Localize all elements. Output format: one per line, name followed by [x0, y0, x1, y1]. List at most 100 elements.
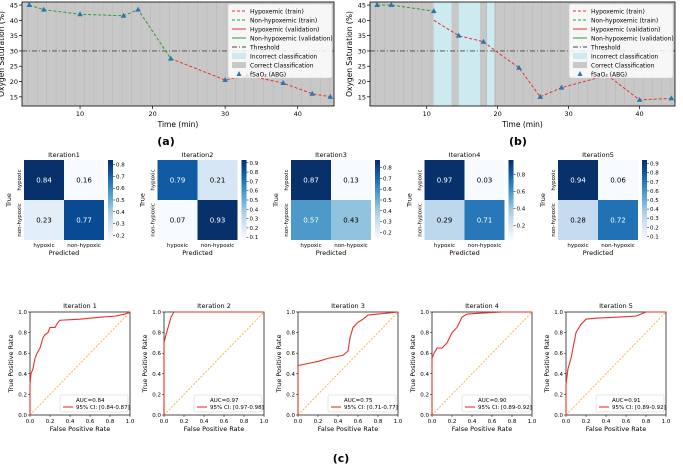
roc-xlabel: False Positive Rate	[184, 425, 244, 433]
y-tick-label: 1.0	[554, 310, 563, 316]
cm-row-label: hypoxic	[284, 169, 290, 190]
colorbar-segment	[508, 196, 514, 199]
colorbar-segment	[375, 216, 380, 219]
colorbar-segment	[108, 230, 113, 233]
colorbar-tick-label: 0.3	[383, 220, 392, 226]
colorbar-tick-label: 0.1	[250, 235, 259, 241]
colorbar-segment	[375, 210, 380, 213]
legend-swatch	[577, 71, 583, 76]
roc-ci-label: 95% CI: [0.89-0.92]	[478, 405, 532, 411]
x-tick-label: 0.8	[374, 419, 383, 425]
colorbar-segment	[508, 234, 514, 237]
colorbar-segment	[241, 230, 247, 233]
confusion-matrix-2: Iteration2 0.79 0.21 0.07 0.93 hypoxic non-hyp…	[139, 151, 259, 257]
colorbar-segment	[375, 208, 380, 211]
cm-cell-value: 0.13	[343, 177, 359, 185]
colorbar-segment	[642, 168, 647, 171]
colorbar-segment	[642, 210, 647, 213]
colorbar-segment	[241, 210, 247, 213]
colorbar-segment	[241, 216, 247, 219]
y-tick-label: 15	[358, 93, 366, 101]
colorbar-segment	[108, 236, 113, 239]
colorbar-tick-label: 0.2	[250, 226, 259, 232]
roc-diagonal	[29, 311, 131, 416]
cm-row-label: non-hypoxic	[418, 203, 424, 237]
colorbar-segment	[108, 180, 113, 183]
colorbar-tick-label: 0.8	[517, 172, 526, 178]
colorbar-segment	[108, 194, 113, 197]
colorbar-segment	[642, 160, 647, 163]
cm-cell-value: 0.57	[303, 217, 319, 225]
roc-ci-label: 95% CI: [0.89-0.92]	[612, 405, 666, 411]
y-tick-label: 0.8	[554, 331, 563, 337]
roc-ci-label: 95% CI: [0.84-0.87]	[76, 405, 130, 411]
colorbar-segment	[108, 210, 113, 213]
legend-label: fSaO₂ (ABG)	[250, 71, 286, 78]
colorbar-tick-label: 0.2	[517, 224, 526, 230]
cm-row-label: hypoxic	[418, 169, 424, 190]
colorbar-segment	[108, 178, 113, 181]
colorbar-segment	[241, 208, 247, 211]
legend-label: Hypoxemic (validation)	[591, 26, 660, 33]
y-tick-label: 0.2	[420, 392, 429, 398]
colorbar-segment	[375, 170, 380, 173]
timeseries-panel-a: 15 20 25 30 35 40 45 10 20 30 40 Time (min) Oxygen S…	[0, 2, 335, 129]
colorbar-segment	[375, 174, 380, 177]
colorbar-segment	[642, 216, 647, 219]
y-tick-label: 20	[10, 78, 18, 86]
y-tick-label: 1.0	[152, 310, 161, 316]
y-tick-label: 20	[358, 78, 366, 86]
colorbar-segment	[508, 218, 514, 221]
legend-label: Incorrect classification	[591, 53, 658, 60]
roc-chart-5: Iteration 5 0.00.0 0.2 0.2 0.4 0.4 0.6 0.6 0.8 0.…	[543, 302, 671, 433]
series-non_train	[29, 4, 172, 59]
colorbar-tick-label: 0.5	[116, 198, 125, 204]
colorbar-segment	[241, 188, 247, 191]
cm-col-label: non-hypoxic	[334, 243, 368, 249]
colorbar-segment	[508, 186, 514, 189]
roc-chart-1: Iteration 1 0.00.0 0.2 0.2 0.4 0.4 0.6 0.6 0.8 0.…	[7, 302, 135, 433]
colorbar-segment	[241, 174, 247, 177]
colorbar-segment	[642, 164, 647, 167]
panel-label-c: (c)	[333, 452, 350, 464]
colorbar-segment	[642, 224, 647, 227]
colorbar-segment	[508, 168, 514, 171]
colorbar-segment	[375, 228, 380, 231]
colorbar-tick-label: 0.4	[116, 210, 125, 216]
legend-swatch	[236, 71, 242, 76]
x-tick-label: 30	[221, 110, 229, 118]
roc-legend-box	[59, 394, 129, 413]
x-tick-label: 0.2	[46, 419, 55, 425]
colorbar-segment	[508, 212, 514, 215]
x-tick-label: 0.4	[334, 419, 343, 425]
colorbar-segment	[241, 234, 247, 237]
colorbar-segment	[508, 236, 514, 239]
colorbar-segment	[508, 206, 514, 209]
y-tick-label: 1.0	[420, 310, 429, 316]
y-axis-label: Oxygen Saturation (%)	[0, 11, 6, 97]
colorbar-segment	[642, 220, 647, 223]
colorbar-tick-label: 0.6	[116, 186, 125, 192]
x-tick-label: 1.0	[260, 419, 269, 425]
roc-legend-box	[193, 394, 263, 413]
y-tick-label: 25	[10, 63, 18, 71]
colorbar-segment	[241, 200, 247, 203]
colorbar-tick-label: 0.6	[650, 189, 659, 195]
colorbar-segment	[375, 160, 380, 163]
cm-ylabel: True	[539, 193, 547, 208]
cm-col-label: non-hypoxic	[67, 243, 101, 249]
roc-auc-label: AUC=0.90	[478, 398, 507, 404]
colorbar-segment	[108, 228, 113, 231]
colorbar-segment	[375, 218, 380, 221]
colorbar-segment	[508, 174, 514, 177]
colorbar-segment	[241, 204, 247, 207]
cm-cell-value: 0.28	[570, 217, 586, 225]
colorbar-tick-label: 0.2	[383, 230, 392, 236]
cm-cell	[598, 160, 638, 200]
x-tick-label: 1.0	[662, 419, 671, 425]
y-tick-label: 0.2	[152, 392, 161, 398]
colorbar-segment	[642, 208, 647, 211]
colorbar-tick-label: 0.9	[250, 161, 259, 167]
x-tick-label: 0.0	[26, 419, 35, 425]
colorbar-tick-label: 0.8	[250, 170, 259, 176]
